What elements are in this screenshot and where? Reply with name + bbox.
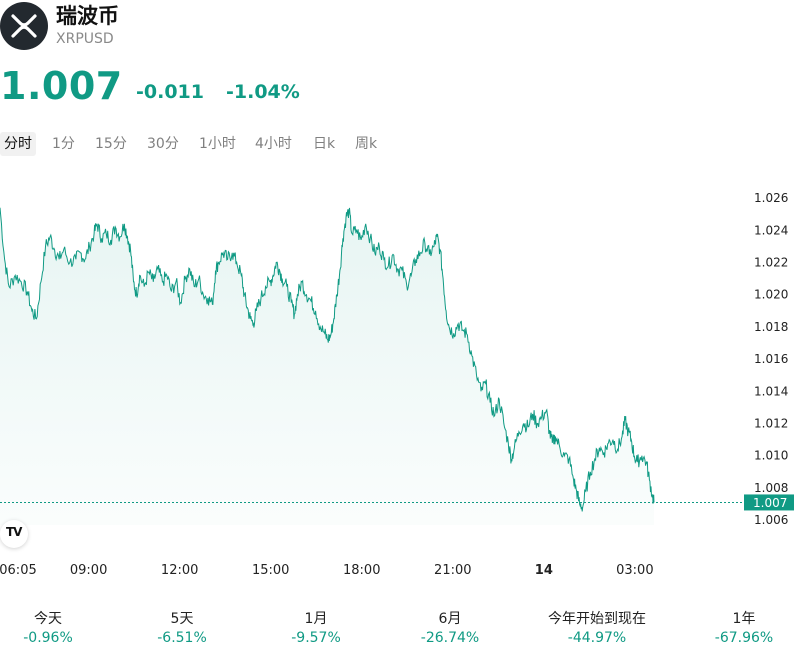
price-line	[0, 207, 655, 512]
x-tick-label: 21:00	[434, 563, 471, 578]
perf-value: -9.57%	[291, 630, 341, 646]
last-price-badge: 1.007	[744, 494, 794, 511]
x-tick-label: 06:05	[0, 563, 37, 578]
y-tick-label: 1.022	[754, 255, 788, 269]
perf-label: 1月	[304, 611, 328, 627]
price-area-fill	[0, 207, 654, 525]
x-tick-label: 03:00	[616, 563, 653, 578]
perf-label: 今天	[34, 611, 62, 627]
tradingview-logo-icon[interactable]: TV	[0, 520, 28, 548]
y-tick-label: 1.026	[754, 191, 788, 205]
tab-4hour[interactable]: 4小时	[255, 136, 292, 152]
perf-value: -6.51%	[157, 630, 207, 646]
price-change-percent: -1.04%	[226, 81, 300, 103]
y-tick-label: 1.024	[754, 223, 788, 237]
perf-value: -26.74%	[420, 630, 480, 646]
coin-symbol: XRPUSD	[56, 31, 114, 47]
y-tick-label: 1.010	[754, 449, 788, 463]
current-price: 1.007	[0, 64, 123, 108]
x-tick-label: 12:00	[161, 563, 198, 578]
tab-1hour[interactable]: 1小时	[199, 136, 236, 152]
perf-value: -0.96%	[23, 630, 73, 646]
perf-today[interactable]: 今天 -0.96%	[0, 610, 108, 648]
perf-1month[interactable]: 1月 -9.57%	[256, 610, 376, 648]
perf-6months[interactable]: 6月 -26.74%	[390, 610, 510, 648]
perf-ytd[interactable]: 今年开始到现在 -44.97%	[537, 610, 657, 648]
tab-30min[interactable]: 30分	[147, 136, 179, 152]
perf-5days[interactable]: 5天 -6.51%	[122, 610, 242, 648]
y-tick-label: 1.014	[754, 384, 788, 398]
y-tick-label: 1.012	[754, 417, 788, 431]
perf-label: 今年开始到现在	[548, 611, 646, 627]
perf-label: 1年	[732, 611, 756, 627]
price-chart[interactable]: 1.026 1.024 1.022 1.020 1.018 1.016 1.014 1.012…	[0, 180, 800, 585]
last-price-label: 1.007	[753, 496, 787, 510]
x-tick-label: 15:00	[252, 563, 289, 578]
price-row: 1.007 -0.011 -1.04%	[0, 62, 500, 110]
x-tick-label: 09:00	[70, 563, 107, 578]
perf-value: -44.97%	[567, 630, 627, 646]
y-tick-label: 1.018	[754, 320, 788, 334]
tab-weekly[interactable]: 周k	[355, 136, 378, 152]
interval-tabs: 分时 1分 15分 30分 1小时 4小时 日k 周k	[0, 132, 400, 156]
tradingview-logo-text: TV	[6, 525, 23, 539]
tab-1min[interactable]: 1分	[52, 136, 75, 152]
y-tick-label: 1.006	[754, 513, 788, 527]
y-tick-label: 1.016	[754, 352, 788, 366]
perf-1year[interactable]: 1年 -67.96%	[684, 610, 800, 648]
y-tick-label: 1.008	[754, 481, 788, 495]
x-tick-label: 14	[535, 563, 553, 578]
xrp-logo-icon	[0, 2, 48, 50]
perf-value: -67.96%	[714, 630, 774, 646]
tab-15min[interactable]: 15分	[95, 136, 127, 152]
y-tick-label: 1.020	[754, 288, 788, 302]
coin-name: 瑞波币	[56, 4, 119, 28]
perf-label: 6月	[438, 611, 462, 627]
tab-intraday[interactable]: 分时	[0, 132, 36, 156]
price-change: -0.011	[136, 81, 204, 103]
x-tick-label: 18:00	[343, 563, 380, 578]
coin-header: 瑞波币 XRPUSD	[0, 0, 400, 52]
tab-daily[interactable]: 日k	[313, 136, 336, 152]
perf-label: 5天	[170, 611, 194, 627]
performance-summary: 今天 -0.96% 5天 -6.51% 1月 -9.57% 6月 -26.74%…	[0, 610, 800, 650]
